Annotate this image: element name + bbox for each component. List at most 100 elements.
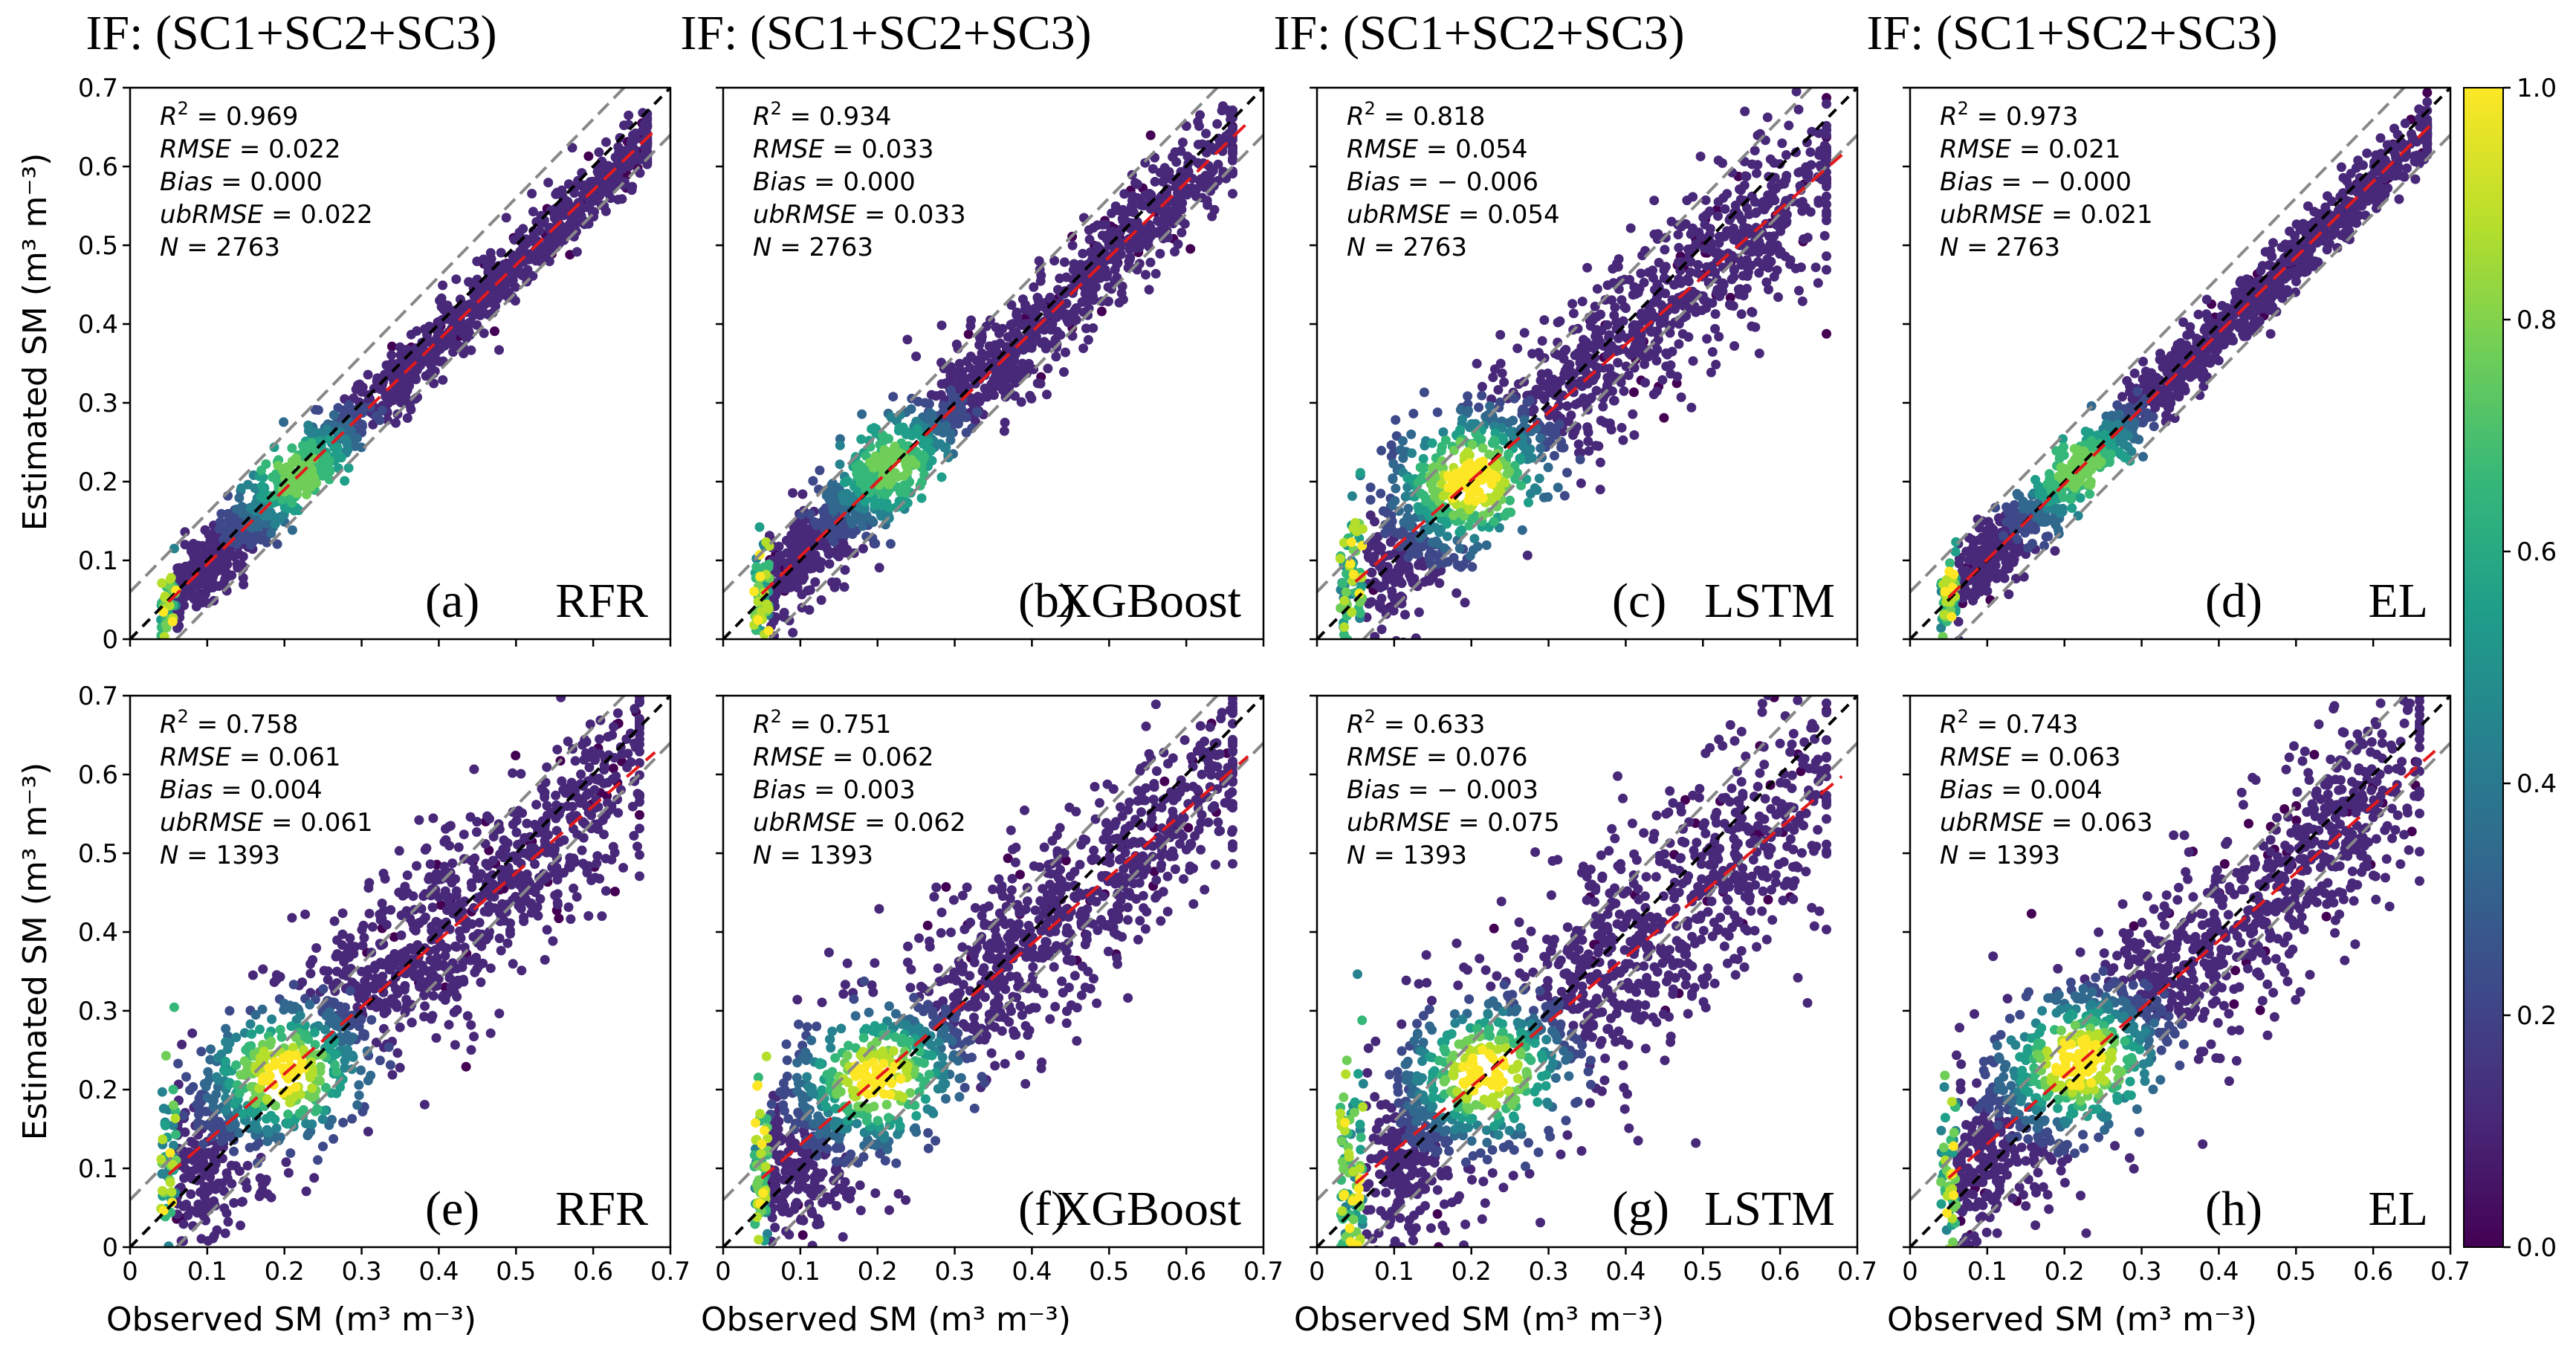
scatter-point xyxy=(1629,387,1639,398)
scatter-point xyxy=(1228,123,1237,134)
scatter-point xyxy=(1512,343,1523,354)
scatter-point xyxy=(856,434,867,444)
scatter-point xyxy=(1497,368,1507,378)
scatter-point xyxy=(1686,229,1696,239)
scatter-point xyxy=(415,359,425,369)
scatter-point xyxy=(531,217,542,227)
scatter-point xyxy=(1000,418,1010,427)
scatter-point xyxy=(1693,259,1703,270)
scatter-point xyxy=(1398,436,1408,446)
scatter-point xyxy=(965,352,976,361)
scatter-point xyxy=(1559,369,1570,379)
column-title-2: IF: (SC1+SC2+SC3) xyxy=(680,6,1091,60)
scatter-point xyxy=(459,349,469,359)
scatter-point xyxy=(1713,197,1724,207)
scatter-point xyxy=(1543,462,1553,473)
scatter-point xyxy=(1417,474,1428,485)
scatter-point xyxy=(1686,402,1697,412)
scatter-point xyxy=(2303,201,2313,211)
scatter-point xyxy=(1655,318,1666,329)
y-axis-label-bottom: Estimated SM (m³ m⁻³) xyxy=(16,763,54,1141)
scatter-point xyxy=(1191,191,1201,201)
scatter-point xyxy=(961,427,971,438)
scatter-point xyxy=(902,334,913,345)
scatter-point xyxy=(2282,285,2292,295)
scatter-point xyxy=(1173,189,1182,198)
scatter-point xyxy=(1805,147,1816,158)
scatter-point xyxy=(1806,160,1816,170)
scatter-point xyxy=(997,323,1008,334)
scatter-point xyxy=(1673,230,1683,240)
panel-letter: (b) xyxy=(1018,574,1075,628)
scatter-point xyxy=(1569,369,1579,379)
scatter-point xyxy=(1204,178,1214,188)
scatter-point xyxy=(157,578,167,588)
scatter-point xyxy=(1380,641,1390,651)
scatter-point xyxy=(816,595,826,605)
scatter-point xyxy=(1505,495,1515,505)
scatter-point xyxy=(1403,552,1414,563)
scatter-point xyxy=(287,471,297,482)
scatter-point xyxy=(1628,323,1639,334)
stat-line: Bias = − 0.006 xyxy=(1347,167,1538,197)
scatter-point xyxy=(1747,307,1758,317)
scatter-point xyxy=(1367,568,1377,577)
scatter-point xyxy=(2394,194,2404,204)
scatter-point xyxy=(1762,112,1773,123)
scatter-point xyxy=(1726,274,1737,285)
scatter-point xyxy=(901,459,911,470)
scatter-point xyxy=(287,443,297,453)
scatter-point xyxy=(1754,268,1764,278)
scatter-point xyxy=(1191,184,1202,194)
scatter-point xyxy=(1761,219,1771,229)
scatter-point xyxy=(494,345,504,355)
scatter-point xyxy=(1967,554,1977,564)
scatter-point xyxy=(1151,268,1161,279)
scatter-point xyxy=(2327,196,2337,207)
plot-area xyxy=(130,88,670,639)
scatter-point xyxy=(1478,443,1488,453)
scatter-point xyxy=(1487,438,1498,448)
scatter-point xyxy=(1692,305,1702,316)
scatter-point xyxy=(1006,300,1017,310)
scatter-point xyxy=(938,401,948,411)
scatter-point xyxy=(451,274,462,285)
scatter-point xyxy=(1583,436,1593,447)
scatter-point xyxy=(1987,566,1997,576)
scatter-point xyxy=(1347,537,1356,547)
scatter-point xyxy=(1822,150,1831,161)
scatter-point xyxy=(261,459,271,469)
scatter-point xyxy=(377,405,387,415)
scatter-point xyxy=(1711,360,1721,369)
scatter-point xyxy=(1364,553,1374,563)
one-to-one-line xyxy=(130,88,670,639)
scatter-point xyxy=(912,424,922,434)
scatter-point xyxy=(1427,438,1437,448)
scatter-point xyxy=(1799,234,1809,245)
scatter-point xyxy=(363,369,373,380)
scatter-point xyxy=(754,522,765,532)
scatter-point xyxy=(524,254,534,265)
scatter-point xyxy=(815,465,825,476)
scatter-point xyxy=(1345,558,1356,569)
scatter-point xyxy=(258,473,268,482)
scatter-point xyxy=(965,321,976,331)
scatter-point xyxy=(2237,317,2247,328)
scatter-point xyxy=(1376,488,1386,499)
scatter-point xyxy=(1617,423,1627,433)
scatter-point xyxy=(425,350,436,360)
scatter-point xyxy=(1728,301,1738,311)
scatter-point xyxy=(489,299,499,309)
scatter-point xyxy=(1722,189,1732,199)
scatter-point xyxy=(1602,280,1613,291)
scatter-point xyxy=(215,560,225,570)
scatter-point xyxy=(1407,448,1417,459)
scatter-point xyxy=(620,146,630,156)
scatter-point xyxy=(455,294,465,305)
scatter-point xyxy=(1467,562,1478,572)
scatter-point xyxy=(159,632,169,639)
scatter-point xyxy=(1440,435,1451,445)
scatter-point xyxy=(1752,207,1761,218)
scatter-point xyxy=(1628,409,1638,419)
